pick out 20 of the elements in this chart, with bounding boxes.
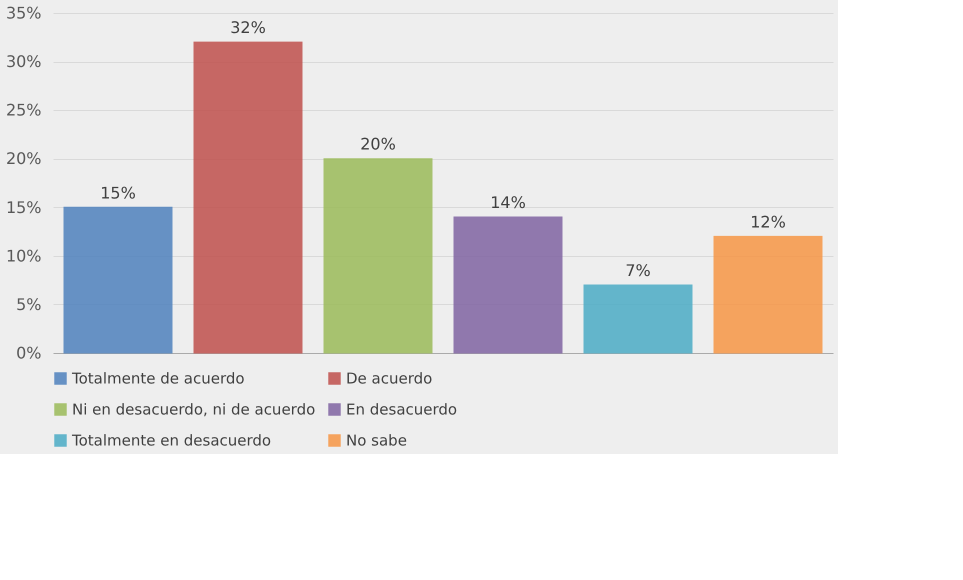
data-label: 15% (100, 183, 136, 202)
y-tick-label: 10% (6, 246, 42, 266)
legend-label: No sabe (346, 432, 407, 450)
legend-label: Totalmente en desacuerdo (71, 432, 272, 450)
legend-label: De acuerdo (346, 370, 432, 388)
legend-label: En desacuerdo (346, 400, 458, 418)
y-tick-label: 35% (6, 4, 42, 22)
data-label: 32% (230, 18, 266, 38)
data-label: 12% (750, 212, 786, 232)
y-tick-label: 25% (6, 100, 42, 120)
y-tick-label: 20% (6, 149, 42, 168)
y-tick-label: 0% (16, 344, 42, 362)
y-tick-label: 5% (16, 294, 42, 314)
data-label: 20% (360, 134, 396, 154)
y-tick-label: 15% (6, 198, 42, 217)
legend-label: Ni en desacuerdo, ni de acuerdo (72, 400, 316, 418)
y-tick-label: 30% (6, 52, 42, 72)
data-label: 7% (625, 261, 651, 280)
data-label: 14% (490, 193, 526, 212)
legend-label: Totalmente de acuerdo (71, 370, 245, 388)
